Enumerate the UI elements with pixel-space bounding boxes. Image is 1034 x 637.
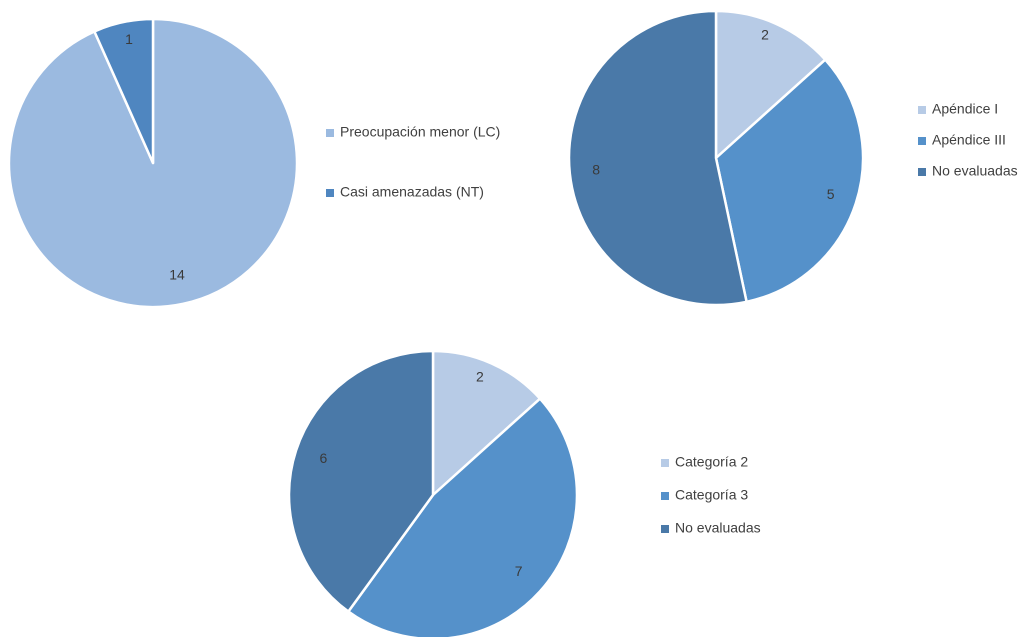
data-label-3-2: 7 — [515, 563, 523, 579]
pie-slice-3-3 — [287, 349, 435, 613]
pie-chart-2: 2 5 8 — [567, 9, 865, 307]
legend-3: Categoría 2 Categoría 3 No evaluadas — [661, 454, 761, 536]
legend-label-2-1: Apéndice I — [932, 101, 998, 117]
legend-label-1-1: Preocupación menor (LC) — [340, 124, 500, 140]
legend-swatch-3-3 — [661, 525, 669, 533]
legend-swatch-2-2 — [918, 137, 926, 145]
legend-swatch-1-2 — [326, 189, 334, 197]
data-label-3-3: 6 — [320, 450, 328, 466]
pie-chart-3: 2 7 6 — [287, 349, 579, 637]
legend-2: Apéndice I Apéndice III No evaluadas — [918, 101, 1018, 179]
data-label-2-3: 8 — [592, 161, 600, 177]
data-label-1-1: 14 — [169, 266, 185, 282]
legend-swatch-2-1 — [918, 106, 926, 114]
legend-1: Preocupación menor (LC) Casi amenazadas (… — [326, 124, 500, 200]
legend-label-2-2: Apéndice III — [932, 132, 1006, 148]
pie-slice-2-2 — [714, 58, 865, 304]
data-label-2-1: 2 — [761, 27, 769, 43]
pie-slice-1-2 — [93, 17, 155, 165]
pie-slice-2-3 — [567, 9, 748, 307]
data-label-1-2: 1 — [125, 31, 133, 47]
legend-label-3-1: Categoría 2 — [675, 454, 748, 470]
legend-swatch-2-3 — [918, 168, 926, 176]
legend-label-3-2: Categoría 3 — [675, 487, 748, 503]
data-label-3-1: 2 — [476, 369, 484, 385]
legend-label-2-3: No evaluadas — [932, 163, 1018, 179]
pie-slice-3-1 — [431, 349, 542, 497]
legend-swatch-3-1 — [661, 459, 669, 467]
pie-slice-3-2 — [347, 397, 579, 637]
pie-slice-2-1 — [714, 9, 827, 160]
legend-label-1-2: Casi amenazadas (NT) — [340, 184, 484, 200]
pie-chart-1: 14 1 — [7, 17, 299, 309]
legend-label-3-3: No evaluadas — [675, 520, 761, 536]
legend-swatch-1-1 — [326, 129, 334, 137]
data-label-2-2: 5 — [827, 186, 835, 202]
legend-swatch-3-2 — [661, 492, 669, 500]
